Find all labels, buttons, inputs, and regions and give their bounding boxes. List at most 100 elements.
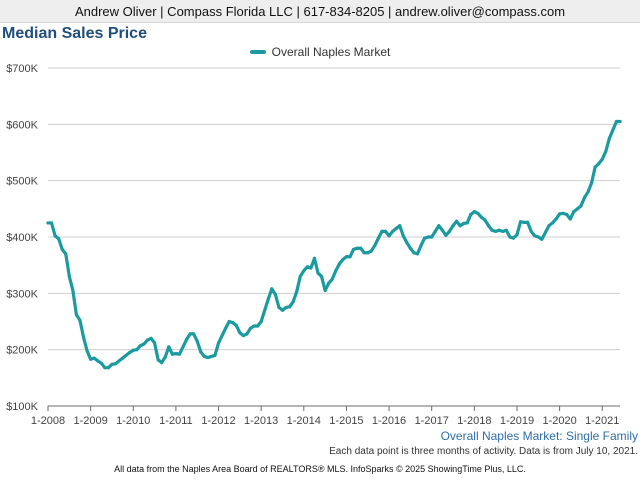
data-point [607, 136, 611, 141]
data-point [341, 257, 345, 262]
data-point [440, 228, 444, 232]
legend-swatch [249, 50, 266, 54]
data-point [476, 211, 480, 215]
data-point [355, 246, 359, 250]
data-point [444, 233, 448, 237]
data-point [110, 362, 114, 366]
data-point [327, 281, 331, 285]
data-point [273, 292, 277, 297]
data-point [376, 236, 381, 240]
data-point [533, 234, 537, 238]
y-tick-label: $700K [6, 63, 38, 75]
data-point [245, 332, 249, 336]
data-point [277, 305, 281, 310]
data-point [330, 277, 334, 281]
data-point [447, 229, 452, 233]
data-point [458, 224, 462, 228]
data-point [472, 210, 476, 214]
data-point [423, 236, 427, 240]
data-point [280, 308, 285, 312]
data-point [586, 190, 590, 194]
contact-banner: Andrew Oliver | Compass Florida LLC | 61… [0, 0, 640, 23]
data-point [554, 217, 558, 221]
data-point [572, 210, 576, 214]
y-tick-label: $600K [6, 119, 38, 131]
data-point [131, 348, 135, 352]
data-point [501, 229, 505, 233]
data-point [170, 352, 174, 356]
data-point [195, 339, 199, 343]
data-point [124, 353, 128, 357]
data-point [152, 341, 157, 345]
data-point [426, 235, 430, 239]
data-point [142, 342, 146, 346]
data-point [362, 251, 366, 255]
data-point [89, 357, 93, 361]
data-point [181, 345, 185, 349]
data-point [213, 353, 217, 357]
data-point [138, 344, 142, 348]
data-point [451, 224, 455, 228]
data-point [334, 269, 338, 273]
data-point [398, 224, 402, 228]
data-point [369, 249, 373, 253]
data-point [220, 333, 224, 338]
data-point [202, 354, 206, 359]
data-point [53, 234, 57, 238]
data-point [295, 290, 299, 294]
y-tick-label: $500K [6, 176, 38, 188]
data-point [515, 233, 519, 237]
data-point [408, 246, 412, 250]
data-point [469, 212, 473, 217]
data-point [74, 313, 79, 317]
data-point [543, 230, 547, 235]
data-point [558, 212, 562, 216]
data-point [46, 221, 50, 225]
y-tick-label: $200K [6, 345, 38, 357]
data-point [351, 247, 356, 251]
data-point [121, 356, 125, 360]
data-point [611, 128, 615, 132]
data-point [99, 361, 103, 365]
data-point [135, 348, 139, 352]
data-point [216, 341, 221, 345]
data-point [231, 321, 235, 325]
data-point [298, 274, 302, 279]
data-point [494, 229, 498, 233]
data-point [188, 332, 192, 336]
data-point [589, 181, 594, 185]
data-point [103, 366, 107, 370]
data-point [437, 224, 441, 228]
data-point [252, 324, 256, 328]
data-point [486, 224, 491, 228]
data-point [238, 331, 242, 335]
x-tick-label: 1-2012 [201, 415, 235, 427]
data-point [263, 308, 267, 312]
data-point [49, 221, 54, 225]
data-point [256, 324, 260, 328]
data-point [106, 366, 110, 370]
chart-subtitle: Overall Naples Market: Single Family [440, 429, 638, 443]
data-point [415, 252, 420, 256]
data-point [465, 221, 469, 225]
series-line [46, 119, 622, 370]
data-point [405, 241, 409, 245]
data-point [511, 236, 516, 240]
data-point [401, 234, 405, 238]
data-point [167, 345, 171, 349]
data-point [71, 288, 75, 293]
data-point [568, 217, 572, 221]
x-tick-label: 1-2020 [542, 415, 576, 427]
x-tick-label: 1-2009 [74, 415, 108, 427]
data-point [526, 220, 530, 224]
x-tick-label: 1-2011 [159, 415, 192, 427]
data-point [550, 221, 555, 225]
data-point [174, 352, 178, 356]
y-tick-label: $400K [6, 232, 38, 244]
data-point [113, 362, 118, 366]
data-point [383, 229, 388, 233]
data-point [302, 269, 306, 273]
chart-title: Median Sales Price [2, 25, 147, 42]
data-point [430, 235, 434, 239]
data-point [128, 350, 132, 355]
